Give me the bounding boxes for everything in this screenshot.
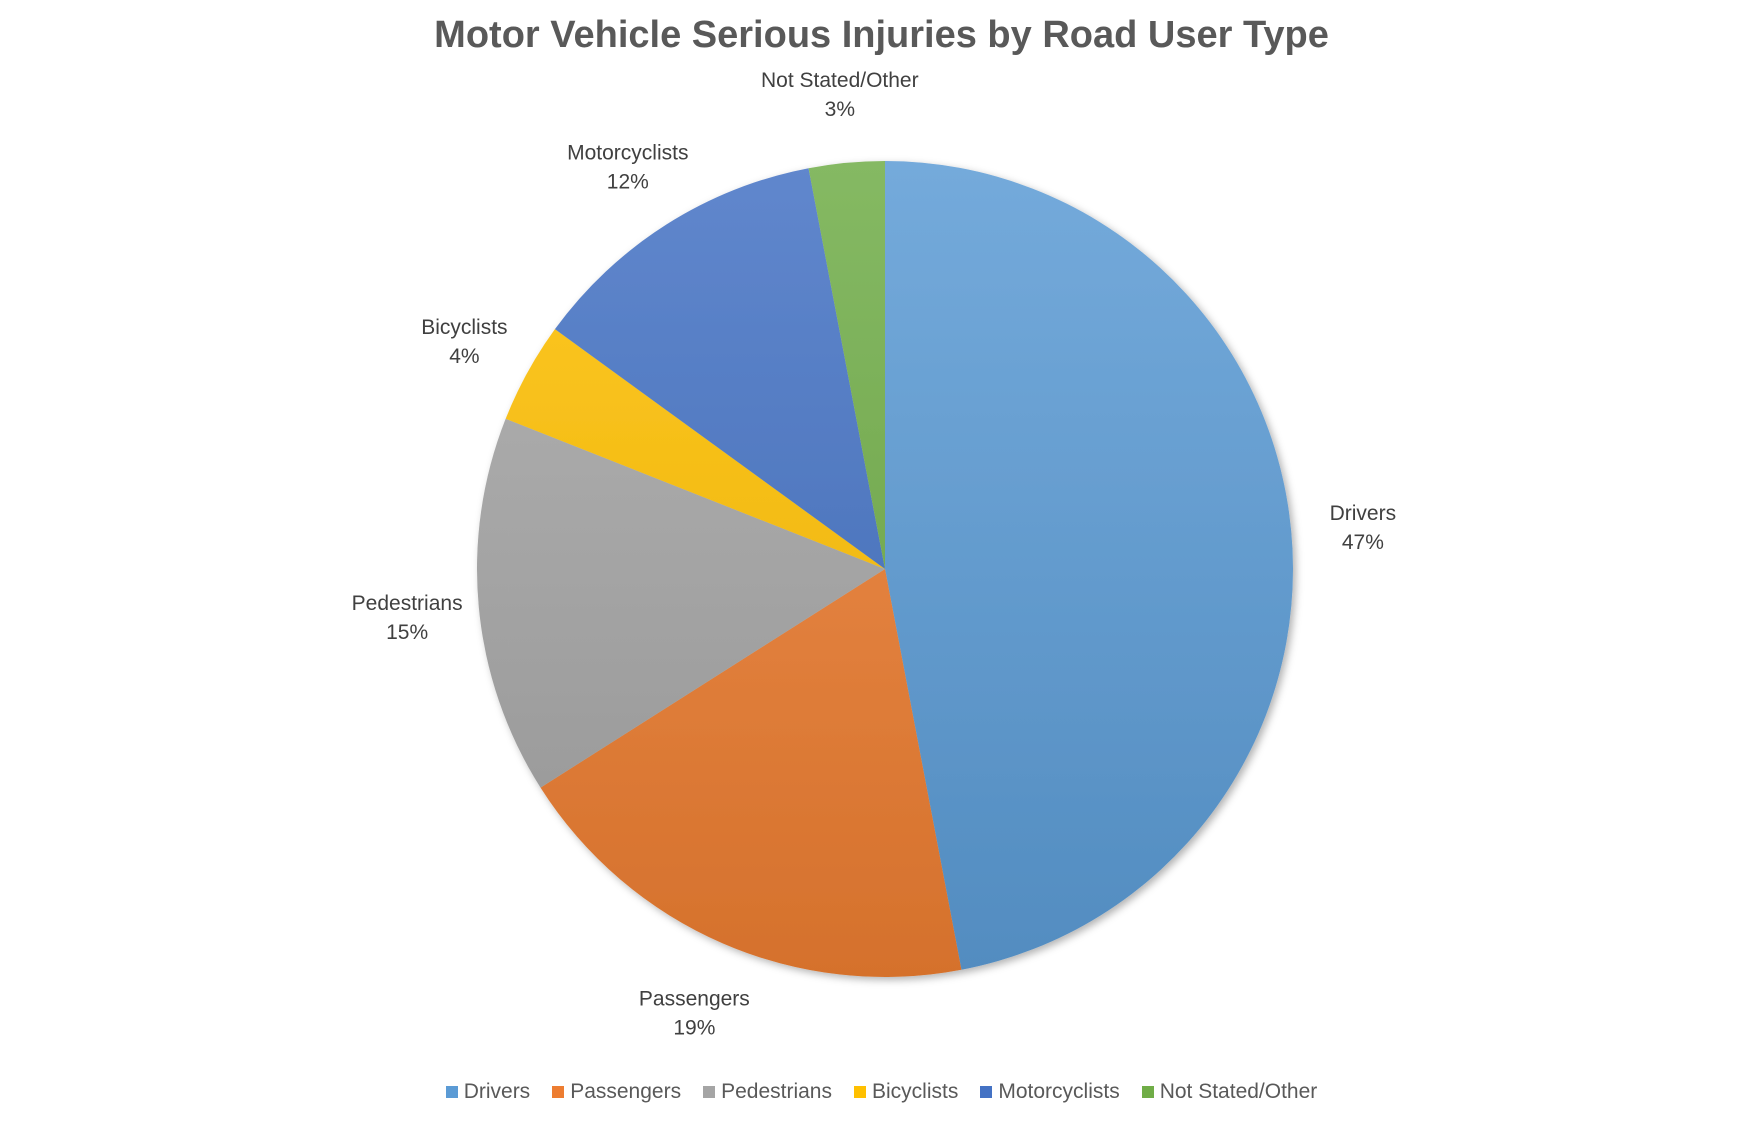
legend-swatch — [1141, 1086, 1154, 1098]
legend-label: Bicyclists — [872, 1080, 959, 1103]
legend-item: Bicyclists — [854, 1080, 958, 1104]
data-label-category: Drivers — [1330, 502, 1397, 525]
pie-slice-passengers — [540, 569, 962, 978]
pie-slice-bicyclists — [505, 329, 885, 569]
chart-legend: Drivers Passengers Pedestrians Bicyclists Mo… — [0, 1080, 1763, 1104]
pie-slice-drivers — [885, 161, 1294, 970]
data-label-bicyclists: Bicyclists 4% — [421, 316, 507, 368]
data-label-not-stated-other: Not Stated/Other 3% — [761, 69, 919, 121]
pie-slices — [476, 161, 1294, 978]
legend-label: Drivers — [463, 1080, 531, 1103]
data-label-value: 15% — [386, 621, 428, 644]
data-label-category: Passengers — [639, 988, 750, 1011]
pie-slice-pedestrians — [476, 418, 885, 788]
data-label-value: 4% — [449, 345, 479, 368]
pie-data-labels: Drivers 47% Passengers 19% Pedestrians 15% Bic… — [352, 69, 1396, 1039]
legend-label: Not Stated/Other — [1159, 1080, 1318, 1103]
legend-swatch — [445, 1086, 458, 1098]
legend-swatch — [980, 1086, 993, 1098]
legend-item: Drivers — [445, 1080, 531, 1104]
data-label-drivers: Drivers 47% — [1330, 502, 1397, 554]
data-label-value: 47% — [1342, 531, 1384, 554]
data-label-category: Motorcyclists — [567, 142, 688, 165]
pie-slice-not-stated-other — [808, 161, 885, 569]
data-label-passengers: Passengers 19% — [639, 988, 750, 1040]
legend-label: Motorcyclists — [998, 1080, 1120, 1103]
legend-swatch — [552, 1086, 565, 1098]
data-label-value: 3% — [825, 98, 855, 121]
pie-slice-motorcyclists — [554, 168, 885, 569]
legend-swatch — [854, 1086, 866, 1098]
data-label-category: Not Stated/Other — [761, 69, 919, 92]
data-label-category: Bicyclists — [421, 316, 507, 339]
legend-label: Pedestrians — [721, 1080, 832, 1103]
legend-label: Passengers — [570, 1080, 682, 1103]
data-label-motorcyclists: Motorcyclists 12% — [567, 142, 688, 194]
data-label-value: 12% — [607, 171, 649, 194]
legend-item: Passengers — [552, 1080, 681, 1104]
data-label-category: Pedestrians — [352, 592, 463, 615]
data-label-pedestrians: Pedestrians 15% — [352, 592, 463, 644]
data-label-value: 19% — [673, 1017, 715, 1040]
chart-title: Motor Vehicle Serious Injuries by Road U… — [434, 14, 1329, 56]
legend-item: Not Stated/Other — [1141, 1080, 1318, 1104]
legend-item: Motorcyclists — [980, 1080, 1120, 1104]
legend-item: Pedestrians — [703, 1080, 832, 1104]
legend-swatch — [703, 1086, 716, 1098]
